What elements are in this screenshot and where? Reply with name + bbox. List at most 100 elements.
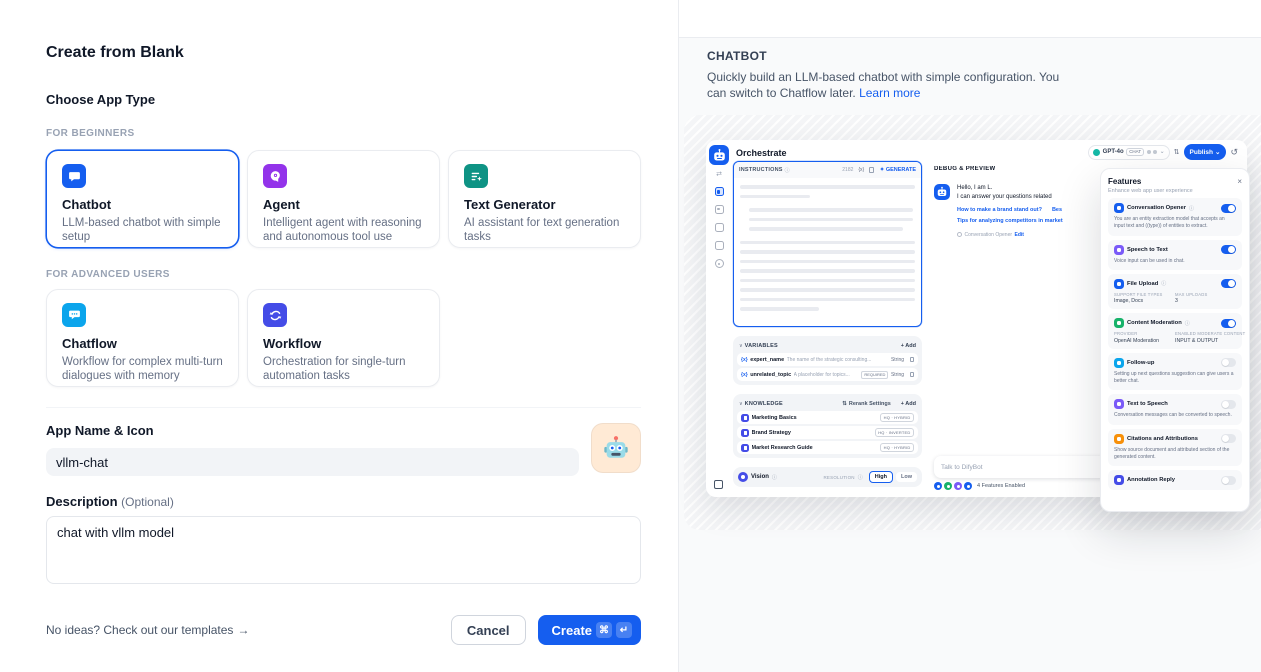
rerank-icon: ⇅	[842, 400, 847, 407]
document-icon	[741, 413, 749, 422]
app-type-card-chatflow[interactable]: Chatflow Workflow for complex multi-turn…	[46, 289, 239, 387]
preview-hatch-background: ⇄ Orchestrate GPT-4o CHAT ⌄ ⇅	[684, 115, 1261, 530]
suggested-question: Bes	[1051, 207, 1063, 214]
optional-hint: (Optional)	[121, 495, 174, 509]
feature-citations: Citations and Attributions Show source d…	[1108, 428, 1242, 466]
moderation-feature-icon	[944, 482, 952, 490]
app-type-card-workflow[interactable]: Workflow Orchestration for single-turn a…	[247, 289, 440, 387]
app-type-card-text-generator[interactable]: Text Generator AI assistant for text gen…	[448, 150, 641, 248]
app-type-card-agent[interactable]: Agent Intelligent agent with reasoning a…	[247, 150, 440, 248]
app-type-desc: Workflow for complex multi-turn dialogue…	[62, 356, 223, 383]
feature-follow-up: Follow-up Setting up next questions sugg…	[1108, 352, 1242, 391]
bot-avatar	[934, 184, 950, 200]
chat-bubble-icon	[1114, 357, 1124, 368]
mic-icon	[1146, 150, 1151, 154]
rerank-settings-button: ⇅ Rerank Settings	[842, 400, 891, 407]
workflow-icon	[263, 303, 287, 327]
knowledge-section: ∨ KNOWLEDGE ⇅ Rerank Settings + Add Mark…	[733, 394, 922, 458]
add-variable-button: + Add	[900, 342, 916, 349]
preview-heading: CHATBOT	[707, 49, 767, 63]
resolution-low-chip: Low	[896, 472, 917, 482]
features-panel: Features × Enhance web app user experien…	[1100, 168, 1250, 512]
create-button[interactable]: Create ⌘ ↵	[537, 615, 641, 645]
features-enabled-row: 4 Features Enabled	[934, 482, 1130, 490]
chevron-down-icon: ⌄	[1215, 149, 1221, 156]
feature-speech-to-text: Speech to Text Voice input can be used i…	[1108, 239, 1242, 270]
upload-feature-icon	[964, 482, 972, 490]
bot-message: Hello, I am L. I can answer your questio…	[934, 184, 1112, 238]
chevron-down-icon: ⌄	[1159, 149, 1165, 155]
swap-icon: ⇄	[716, 171, 722, 178]
for-beginners-label: FOR BEGINNERS	[46, 128, 135, 139]
top-strip	[679, 0, 1261, 38]
bookmark-icon	[1114, 475, 1124, 485]
app-type-card-chatbot[interactable]: Chatbot LLM-based chatbot with simple se…	[46, 150, 239, 248]
required-badge: REQUIRED	[861, 370, 889, 379]
variable-icon: {x}	[741, 371, 748, 378]
toggle-off	[1221, 358, 1236, 368]
variables-section: ∨ VARIABLES + Add {x} expert_name The na…	[733, 336, 922, 385]
info-icon: ⓘ	[784, 167, 790, 174]
app-name-label: App Name & Icon	[46, 423, 154, 438]
opener-icon	[957, 232, 962, 238]
opener-feature-icon	[934, 482, 942, 490]
conversation-opener-icon	[1114, 203, 1124, 213]
app-type-name: Chatbot	[62, 197, 112, 212]
beginner-app-type-cards: Chatbot LLM-based chatbot with simple se…	[46, 150, 641, 248]
templates-link[interactable]: No ideas? Check out our templates →	[46, 623, 250, 637]
description-textarea[interactable]: chat with vllm model	[46, 516, 641, 584]
section-divider	[46, 407, 641, 408]
suggested-question: Tips for analyzing competitors in market	[957, 217, 1063, 224]
feature-annotation-reply: Annotation Reply	[1108, 470, 1242, 490]
toggle-off	[1221, 434, 1236, 443]
app-type-name: Chatflow	[62, 336, 117, 351]
chatflow-icon	[62, 303, 86, 327]
app-type-desc: Intelligent agent with reasoning and aut…	[263, 217, 422, 244]
collapse-sidebar-icon	[714, 480, 723, 489]
info-icon: ⓘ	[857, 474, 863, 481]
shield-icon	[1114, 318, 1124, 329]
modal-footer: No ideas? Check out our templates → Canc…	[46, 615, 641, 645]
info-icon: ⓘ	[1184, 320, 1190, 327]
for-advanced-label: FOR ADVANCED USERS	[46, 269, 170, 280]
description-label: Description (Optional)	[46, 494, 174, 509]
learn-more-link[interactable]: Learn more	[859, 85, 921, 100]
toggle-off	[1221, 475, 1236, 485]
app-name-input[interactable]	[46, 448, 579, 476]
app-type-desc: LLM-based chatbot with simple setup	[62, 217, 221, 244]
variable-row: {x} expert_name The name of the strategi…	[737, 353, 918, 366]
sparkle-icon: ✦	[879, 167, 885, 173]
page-title: Create from Blank	[46, 44, 184, 61]
copy-icon	[869, 167, 874, 173]
close-icon: ×	[1237, 176, 1242, 186]
cmd-key-icon: ⌘	[596, 622, 612, 638]
enter-key-icon: ↵	[616, 622, 632, 638]
info-icon: ⓘ	[1188, 205, 1194, 212]
logs-tab-icon	[714, 223, 724, 232]
feature-conversation-opener: Conversation Opener ⓘ You are an entity …	[1108, 198, 1242, 236]
config-column: INSTRUCTIONS ⓘ 2182 {x} ✦ GENERATE	[733, 161, 922, 487]
generate-button: ✦ GENERATE	[879, 167, 916, 173]
resolution-high-chip: High	[868, 471, 893, 483]
chat-input-area: Talk to DifyBot 4 Features Enabled	[934, 456, 1130, 490]
cancel-button[interactable]: Cancel	[450, 615, 526, 645]
feature-text-to-speech: Text to Speech Conversation messages can…	[1108, 394, 1242, 425]
vision-section: Vision ⓘ RESOLUTION ⓘ High Low	[733, 467, 922, 487]
add-knowledge-button: + Add	[900, 400, 916, 407]
chat-mode-badge: CHAT	[1126, 147, 1145, 157]
app-icon-picker[interactable]	[591, 423, 641, 473]
edit-link: Edit	[1014, 231, 1024, 238]
agent-icon	[263, 164, 287, 188]
feature-content-moderation: Content Moderation ⓘ PROVIDER OpenAI Mod…	[1108, 313, 1245, 349]
toggle-on	[1221, 245, 1236, 254]
char-count: 2182	[842, 167, 854, 173]
app-type-name: Agent	[263, 197, 300, 212]
conversation-opener-row: Conversation Opener Edit	[957, 232, 1063, 238]
create-app-modal: Create from Blank Choose App Type FOR BE…	[46, 44, 641, 645]
app-robot-icon	[709, 145, 729, 165]
publish-button: Publish ⌄	[1183, 144, 1227, 160]
index-mode-badge: HQ · INVERTED	[874, 428, 914, 437]
notes-tab-icon	[714, 241, 724, 250]
variable-icon: {x}	[741, 356, 748, 363]
instructions-skeleton	[734, 178, 921, 311]
